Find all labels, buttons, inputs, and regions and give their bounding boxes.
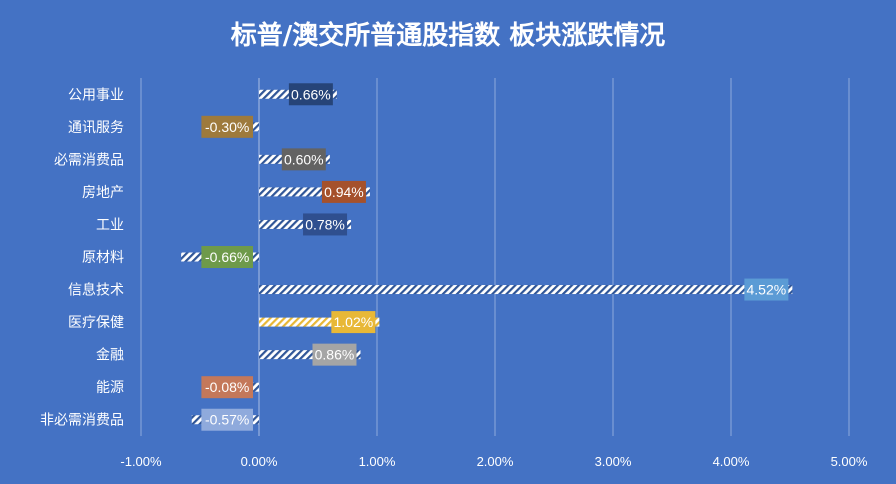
data-label: -0.57% <box>205 412 249 428</box>
data-label-box <box>312 343 357 366</box>
data-label-box <box>201 246 253 268</box>
bars-group <box>181 89 793 425</box>
x-tick-label: 4.00% <box>713 454 750 469</box>
x-tick-label: 1.00% <box>359 454 396 469</box>
data-label-box <box>321 180 366 203</box>
category-label: 能源 <box>96 380 124 396</box>
category-label: 必需消费品 <box>54 152 124 168</box>
data-label: -0.30% <box>205 119 249 135</box>
data-label: -0.66% <box>205 249 249 265</box>
x-tick-label: -1.00% <box>120 454 162 469</box>
data-label-box <box>201 376 253 399</box>
data-label: 0.94% <box>324 184 364 200</box>
x-tick-label: 3.00% <box>595 454 632 469</box>
data-label-box <box>201 408 253 431</box>
x-tick-label: 2.00% <box>477 454 514 469</box>
category-label: 医疗保健 <box>68 315 124 331</box>
data-label-box <box>288 83 333 106</box>
data-label: -0.08% <box>205 379 249 395</box>
x-tick-label: 5.00% <box>831 454 868 469</box>
data-label: 0.78% <box>305 216 345 232</box>
bar <box>259 350 361 360</box>
chart-title: 标普/澳交所普通股指数 板块涨跌情况 <box>231 20 666 51</box>
data-label: 0.66% <box>291 86 331 102</box>
data-label-box <box>331 311 376 334</box>
category-label: 房地产 <box>82 185 124 201</box>
data-labels-group: 0.66% -0.30% 0.60% 0.94% 0.78% -0.66% 4.52% 1.0… <box>201 83 789 431</box>
data-label: 4.52% <box>747 282 787 298</box>
x-tick-label: 0.00% <box>241 454 278 469</box>
category-label: 非必需消费品 <box>40 413 124 429</box>
bar <box>259 187 370 197</box>
bar <box>249 382 259 392</box>
x-tick-labels-group: -1.00% 0.00% 1.00% 2.00% 3.00% 4.00% 5.00% <box>120 454 867 469</box>
grid-lines <box>140 78 850 436</box>
data-label: 0.86% <box>315 347 355 363</box>
category-label: 金融 <box>96 348 124 364</box>
data-label-box <box>744 278 789 301</box>
category-label: 信息技术 <box>68 282 124 299</box>
data-label: 0.60% <box>284 151 324 167</box>
category-label: 原材料 <box>82 250 124 266</box>
data-label: 1.02% <box>334 314 374 330</box>
category-label: 公用事业 <box>68 87 124 103</box>
category-label: 通讯服务 <box>68 120 124 136</box>
data-label-box <box>201 115 253 138</box>
bar <box>259 285 793 295</box>
data-label-box <box>281 148 326 171</box>
bar <box>259 317 380 327</box>
data-label-box <box>303 213 348 236</box>
category-label: 工业 <box>96 217 124 233</box>
